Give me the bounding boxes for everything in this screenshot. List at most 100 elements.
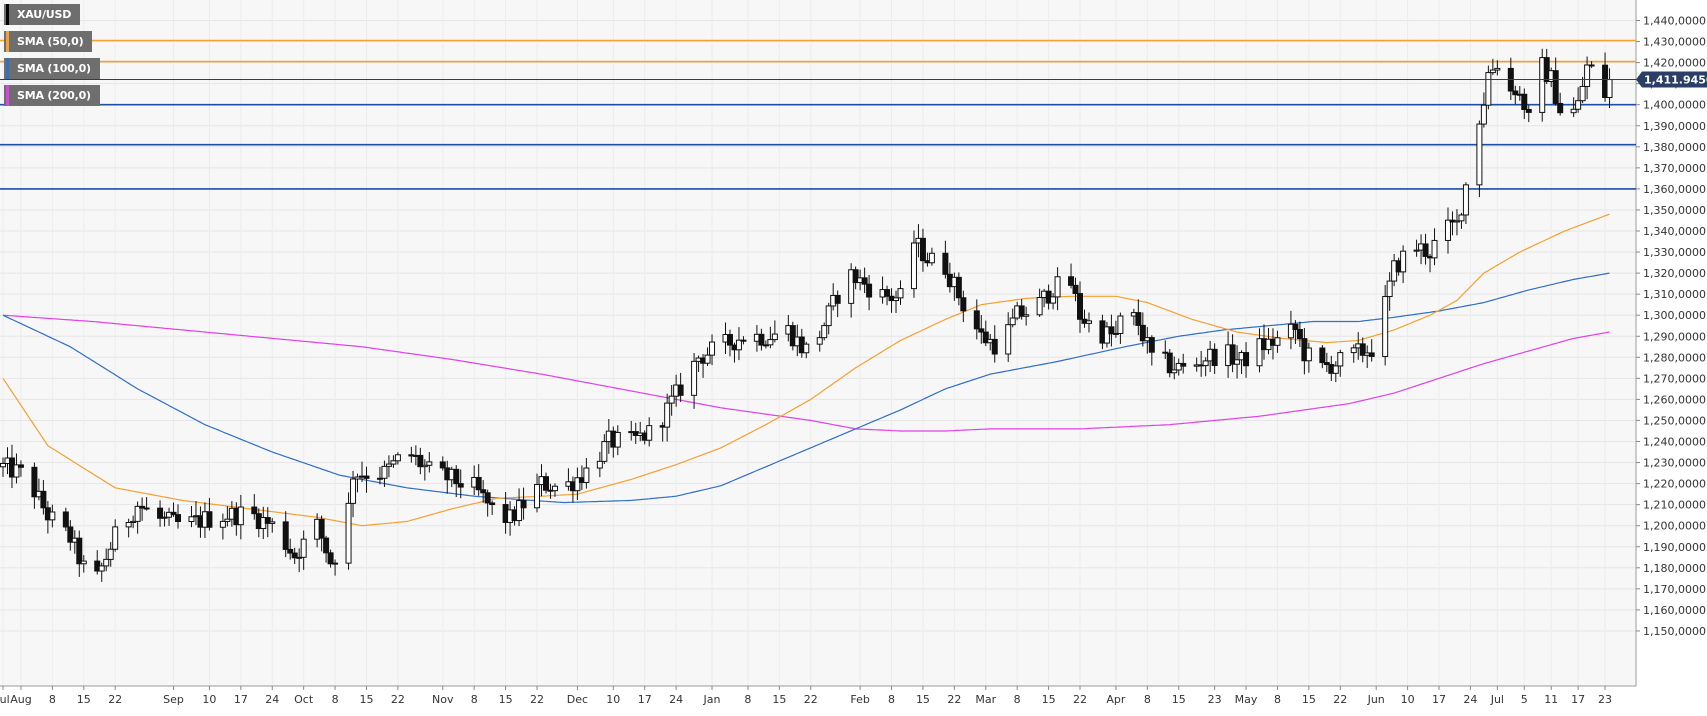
candle (664, 393, 671, 442)
candle-body (76, 537, 83, 565)
x-tick-label: May (1235, 693, 1258, 706)
candle (1018, 298, 1025, 320)
candle-body (691, 360, 698, 396)
legend-item-xauusd[interactable]: XAU/USD (4, 4, 81, 25)
candle (345, 492, 352, 570)
candle-body (251, 506, 258, 515)
y-tick-label: 1,380,0000 (1643, 141, 1706, 154)
candle (1166, 349, 1173, 378)
candle-body (1400, 250, 1407, 273)
candle-body (13, 464, 20, 478)
y-tick-label: 1,280,0000 (1643, 351, 1706, 364)
candle (1458, 212, 1465, 229)
candle (390, 455, 397, 468)
candle-body (381, 465, 388, 479)
candle-body (1422, 243, 1429, 257)
candle-body (955, 276, 962, 299)
x-tick-label: 22 (530, 693, 544, 706)
candle-body (1112, 332, 1119, 335)
candle-body (664, 402, 671, 428)
x-tick-label: Mar (975, 693, 996, 706)
y-tick-label: 1,360,0000 (1643, 183, 1706, 196)
candle (1453, 209, 1460, 236)
x-tick-label: 24 (669, 693, 683, 706)
legend-item-sma50[interactable]: SMA (50,0) (4, 31, 93, 52)
candle-body (978, 328, 985, 333)
x-tick-label: 15 (77, 693, 91, 706)
candle (98, 562, 105, 582)
candle-body (848, 269, 855, 304)
candle (224, 506, 231, 527)
candle-body (1108, 326, 1115, 335)
candle (1512, 85, 1519, 105)
candle-body (1139, 324, 1146, 342)
candle-body (1296, 328, 1303, 340)
candle-body (269, 521, 276, 524)
candle (287, 538, 294, 560)
legend-item-sma100[interactable]: SMA (100,0) (4, 58, 100, 79)
candle-body (161, 516, 168, 519)
candle-body (834, 294, 841, 304)
candle-body (1462, 184, 1469, 216)
candle-body (758, 333, 765, 346)
candle (735, 327, 742, 361)
candle-body (143, 507, 150, 510)
y-tick-label: 1,420,0000 (1643, 57, 1706, 70)
candle-body (480, 489, 487, 494)
x-tick-label: 23 (1598, 693, 1612, 706)
candle (1350, 344, 1357, 363)
candle (161, 511, 168, 527)
candle (534, 473, 541, 513)
y-tick-label: 1,220,0000 (1643, 478, 1706, 491)
candle-body (1211, 348, 1218, 367)
candle (1480, 92, 1487, 128)
candle-body (1050, 296, 1057, 304)
candle (1229, 334, 1236, 373)
candle (1485, 65, 1492, 110)
x-tick-label: 15 (1172, 693, 1186, 706)
candle (897, 280, 904, 305)
candle (1005, 312, 1012, 362)
candle (601, 434, 608, 464)
candle-body (1575, 100, 1582, 110)
candle-body (350, 478, 357, 504)
candle (771, 320, 778, 343)
y-axis: 1,440,00001,430,00001,420,00001,410,0000… (1636, 15, 1706, 638)
candle (614, 425, 621, 456)
candle (17, 460, 24, 477)
legend-item-sma200[interactable]: SMA (200,0) (4, 85, 100, 106)
candle (919, 228, 926, 272)
candle-body (300, 538, 307, 558)
candle (816, 330, 823, 352)
candle-body (1444, 219, 1451, 241)
candle (1539, 48, 1546, 122)
candle (704, 347, 711, 367)
candle (1072, 277, 1079, 302)
candle-body (1485, 72, 1492, 106)
candle-body (1009, 317, 1016, 326)
x-tick-label: Jun (1367, 693, 1385, 706)
candle-body (534, 484, 541, 509)
x-tick-label: 8 (1144, 693, 1151, 706)
candle-body (224, 518, 231, 522)
candle (1108, 314, 1115, 347)
candle-body (390, 460, 397, 465)
candle-body (1202, 360, 1209, 367)
candle (1584, 56, 1591, 100)
candle-body (421, 464, 428, 468)
candle (1543, 48, 1550, 85)
candle (421, 459, 428, 481)
candle (1287, 310, 1294, 350)
candle (803, 341, 810, 359)
candle-body (1135, 312, 1142, 326)
candle (439, 456, 446, 471)
candle (1211, 343, 1218, 374)
candle (0, 457, 6, 477)
x-tick-label: Nov (432, 693, 454, 706)
legend-label: SMA (100,0) (17, 62, 91, 75)
candle-body (767, 339, 774, 346)
candle-body (910, 242, 917, 290)
candle-body (516, 500, 523, 522)
